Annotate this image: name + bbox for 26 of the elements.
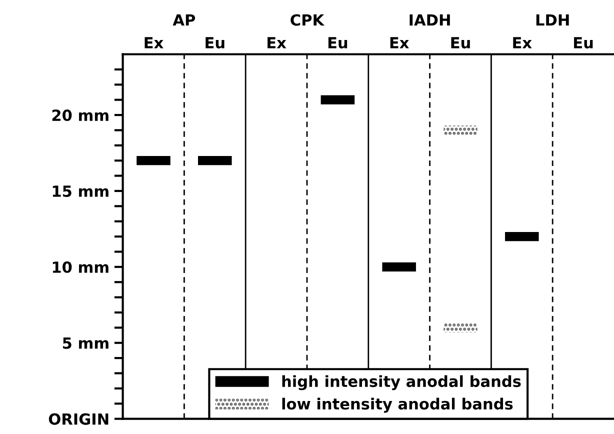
text: CPK [290, 14, 325, 26]
y-tick-label: 5 mm [62, 338, 108, 349]
y-tick-label: ORIGIN [48, 413, 108, 425]
legend-label: high intensity anodal bands [282, 375, 521, 390]
x-tick-label: Eu [451, 37, 470, 49]
bar [505, 232, 539, 242]
x-tick-label: Ex [268, 37, 286, 48]
bar [136, 156, 170, 166]
bar [444, 323, 478, 332]
x-tick-label: Eu [206, 37, 224, 49]
text: IADH [410, 14, 450, 26]
text: LDH [536, 14, 569, 26]
y-tick-label: 20 mm [52, 109, 108, 122]
legend-label: low intensity anodal bands [282, 398, 513, 413]
x-tick-label: Eu [328, 37, 348, 49]
bar [444, 126, 478, 135]
x-tick-label: Ex [513, 37, 532, 48]
x-tick-label: Ex [390, 37, 410, 48]
bar [320, 95, 355, 104]
x-tick-label: Ex [144, 37, 164, 48]
y-tick-label: 10 mm [52, 261, 108, 273]
y-tick-label: 15 mm [52, 186, 108, 197]
bar [198, 156, 232, 166]
bar [382, 262, 416, 272]
text: AP [172, 14, 196, 26]
x-tick-label: Eu [574, 37, 593, 49]
